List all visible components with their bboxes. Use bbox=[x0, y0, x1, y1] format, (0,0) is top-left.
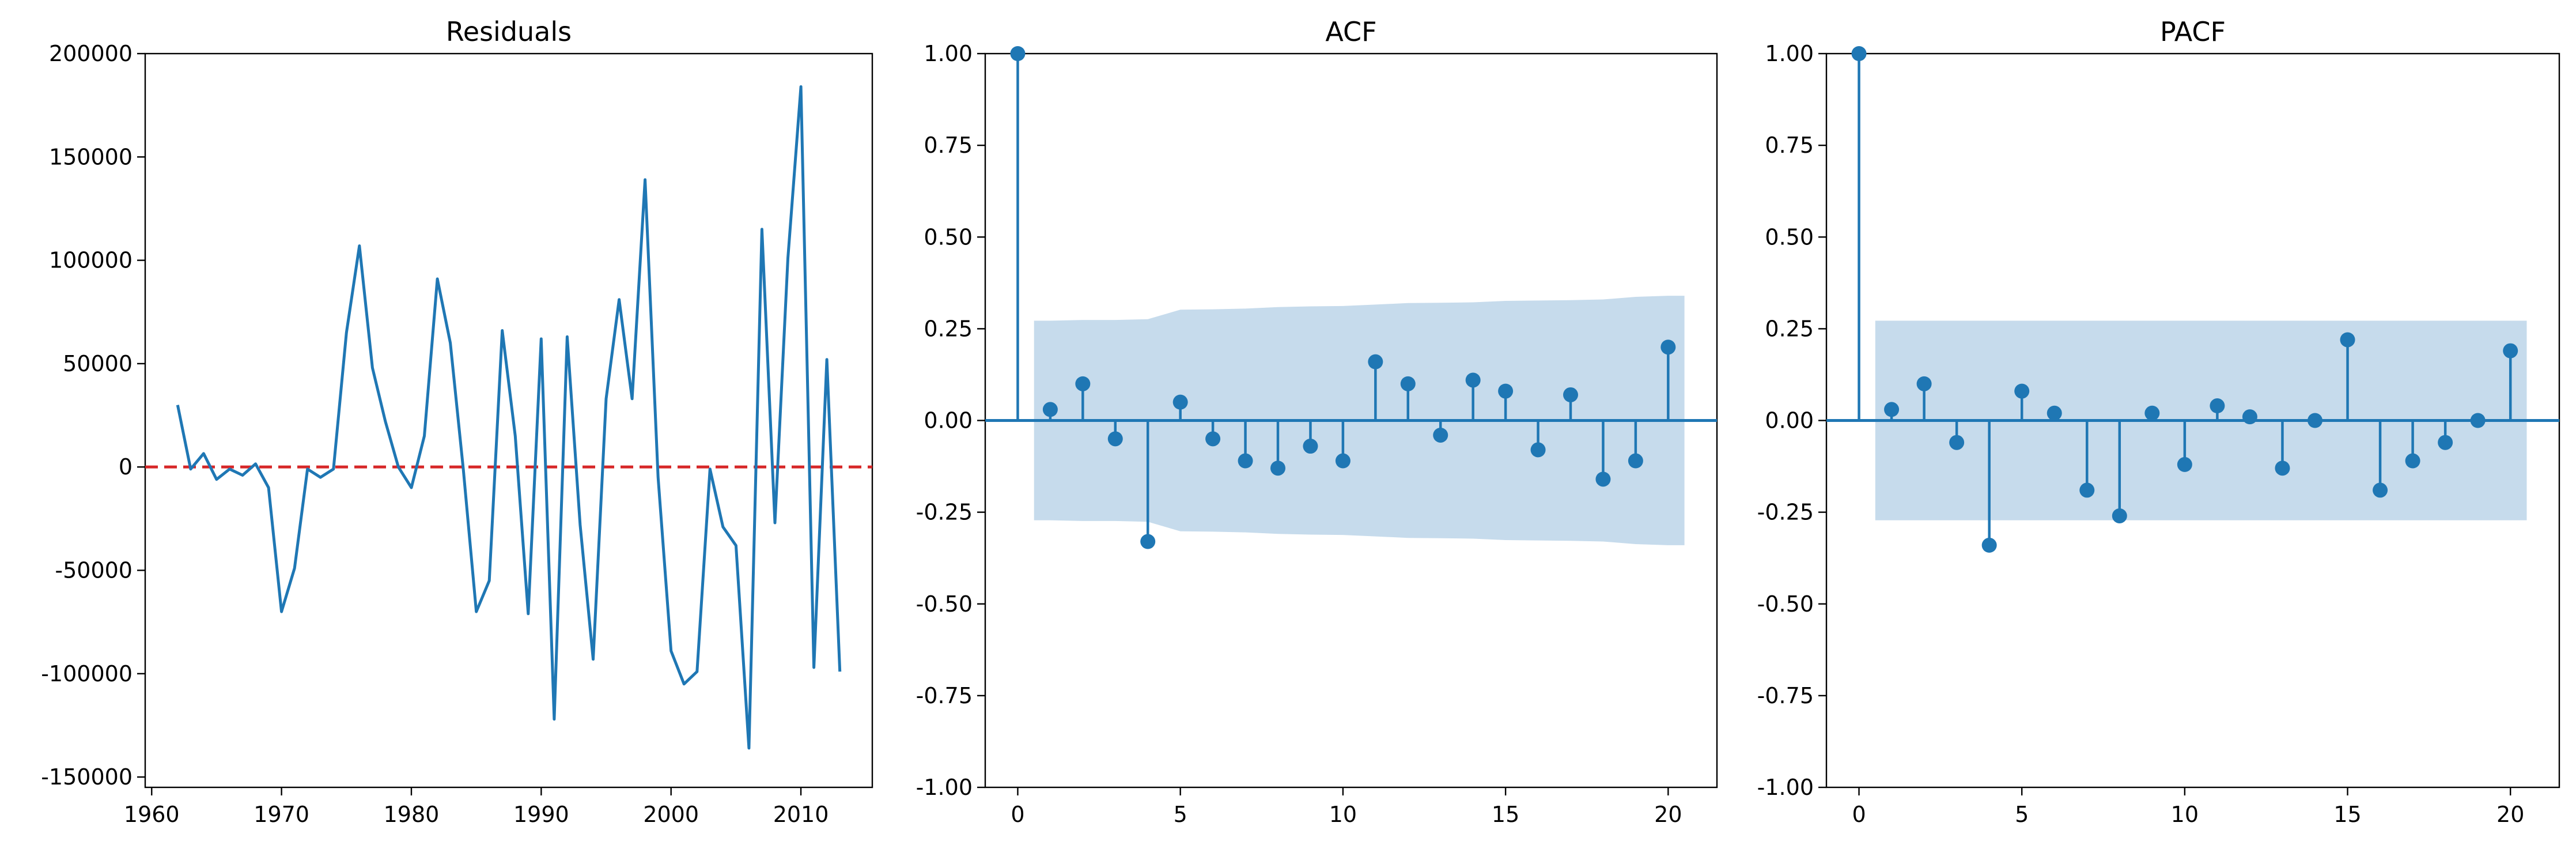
marker-lag-8 bbox=[1270, 461, 1285, 476]
marker-lag-15 bbox=[2340, 332, 2355, 348]
y-tick-label: 1.00 bbox=[1765, 41, 1814, 66]
x-tick-label: 0 bbox=[1852, 802, 1866, 827]
marker-lag-6 bbox=[2047, 405, 2062, 421]
y-tick-label: -1.00 bbox=[1757, 775, 1814, 800]
marker-lag-7 bbox=[2079, 482, 2095, 498]
x-tick-label: 5 bbox=[2015, 802, 2029, 827]
y-tick-label: 0.75 bbox=[1765, 133, 1814, 158]
y-tick-label: 0.25 bbox=[1765, 316, 1814, 341]
y-tick-label: 200000 bbox=[49, 41, 133, 66]
marker-lag-3 bbox=[1107, 431, 1123, 447]
marker-lag-1 bbox=[1884, 402, 1900, 417]
marker-lag-2 bbox=[1075, 376, 1091, 391]
marker-lag-2 bbox=[1916, 376, 1932, 391]
marker-lag-20 bbox=[2503, 343, 2518, 359]
panel-pacf: PACF 0 5 10 15 20 -1.00 -0.75 -0.50 -0.25 0.00 0.25… bbox=[1757, 16, 2560, 827]
marker-lag-13 bbox=[1433, 427, 1448, 443]
y-tick-label: -0.25 bbox=[1757, 500, 1814, 525]
marker-lag-5 bbox=[2014, 383, 2030, 399]
x-tick-label: 20 bbox=[2496, 802, 2524, 827]
x-tick-label: 20 bbox=[1654, 802, 1682, 827]
marker-lag-7 bbox=[1238, 453, 1253, 469]
marker-lag-10 bbox=[1335, 453, 1351, 469]
marker-lag-19 bbox=[1628, 453, 1643, 469]
y-tick-label: 0.75 bbox=[924, 133, 973, 158]
y-tick-label: -0.75 bbox=[916, 683, 973, 708]
y-tick-label: -1.00 bbox=[916, 775, 973, 800]
y-tick-label: -100000 bbox=[41, 661, 133, 686]
x-tick-label: 2010 bbox=[773, 802, 829, 827]
x-tick-label: 1960 bbox=[124, 802, 180, 827]
marker-lag-20 bbox=[1660, 339, 1676, 355]
marker-lag-14 bbox=[2308, 413, 2322, 428]
marker-lag-18 bbox=[1595, 471, 1611, 487]
y-tick-label: 0.00 bbox=[1765, 408, 1814, 433]
panel-residuals: Residuals 1960 1970 1980 1990 2000 2010 -150000… bbox=[41, 16, 873, 827]
y-tick-label: -0.75 bbox=[1757, 683, 1814, 708]
x-tick-label: 1990 bbox=[513, 802, 569, 827]
chart-title: Residuals bbox=[446, 16, 572, 47]
x-tick-label: 10 bbox=[2171, 802, 2199, 827]
marker-lag-12 bbox=[1400, 376, 1416, 391]
x-tick-label: 2000 bbox=[643, 802, 699, 827]
x-tick-label: 10 bbox=[1329, 802, 1357, 827]
marker-lag-16 bbox=[1530, 442, 1546, 458]
y-tick-label: 0.50 bbox=[924, 224, 973, 250]
axes-frame bbox=[144, 52, 873, 789]
y-tick-label: 150000 bbox=[49, 144, 133, 169]
residuals-line bbox=[176, 85, 842, 750]
marker-lag-16 bbox=[2373, 482, 2388, 498]
marker-lag-1 bbox=[1042, 402, 1058, 417]
marker-lag-17 bbox=[1563, 387, 1578, 402]
y-tick-label: 100000 bbox=[49, 248, 133, 273]
chart-title: PACF bbox=[2160, 16, 2226, 47]
chart-title: ACF bbox=[1325, 16, 1376, 47]
marker-lag-17 bbox=[2405, 453, 2420, 469]
marker-lag-9 bbox=[1303, 439, 1318, 454]
marker-lag-9 bbox=[2144, 405, 2160, 421]
marker-lag-3 bbox=[1949, 435, 1965, 450]
x-tick-label: 15 bbox=[2333, 802, 2361, 827]
panel-acf: ACF 0 5 10 15 20 -1.00 -0.75 -0.50 -0.25 0.00 0.25 0… bbox=[916, 16, 1718, 827]
y-tick-label: 1.00 bbox=[924, 41, 973, 66]
x-tick-label: 5 bbox=[1174, 802, 1187, 827]
y-tick-label: -0.50 bbox=[916, 591, 973, 617]
marker-lag-19 bbox=[2470, 413, 2486, 428]
y-tick-label: -0.50 bbox=[1757, 591, 1814, 617]
marker-lag-4 bbox=[1140, 534, 1156, 549]
marker-lag-12 bbox=[2242, 409, 2257, 425]
marker-lag-8 bbox=[2112, 508, 2127, 523]
marker-lag-0 bbox=[1010, 46, 1026, 61]
marker-lag-14 bbox=[1465, 372, 1481, 388]
y-tick-label: 0.25 bbox=[924, 316, 973, 341]
marker-lag-4 bbox=[1981, 537, 1997, 553]
marker-lag-5 bbox=[1172, 394, 1188, 410]
y-tick-label: -150000 bbox=[41, 764, 133, 790]
marker-lag-6 bbox=[1205, 431, 1221, 447]
y-tick-label: 50000 bbox=[63, 351, 133, 376]
x-tick-label: 0 bbox=[1011, 802, 1024, 827]
x-tick-label: 1980 bbox=[384, 802, 440, 827]
marker-lag-0 bbox=[1851, 46, 1867, 61]
y-tick-label: -0.25 bbox=[916, 500, 973, 525]
y-tick-label: 0.50 bbox=[1765, 224, 1814, 250]
y-tick-label: 0.00 bbox=[924, 408, 973, 433]
marker-lag-13 bbox=[2275, 461, 2290, 476]
marker-lag-10 bbox=[2177, 457, 2192, 472]
y-tick-label: -50000 bbox=[55, 557, 133, 583]
x-tick-label: 1970 bbox=[254, 802, 309, 827]
marker-lag-15 bbox=[1498, 383, 1514, 399]
marker-lag-11 bbox=[1368, 354, 1383, 369]
marker-lag-11 bbox=[2210, 398, 2225, 414]
y-tick-label: 0 bbox=[119, 454, 133, 480]
marker-lag-18 bbox=[2438, 435, 2453, 450]
x-tick-label: 15 bbox=[1492, 802, 1519, 827]
